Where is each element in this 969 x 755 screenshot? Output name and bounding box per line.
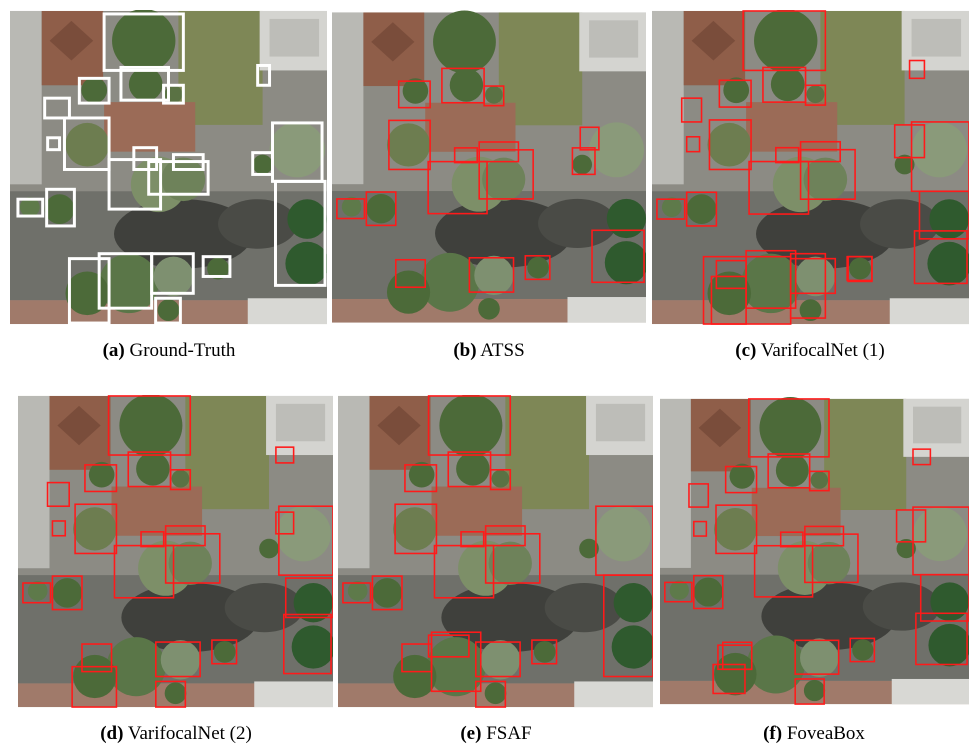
- image: [660, 395, 969, 708]
- caption-text: Ground-Truth: [129, 340, 235, 361]
- caption-text: FSAF: [486, 723, 531, 744]
- caption: (e) FSAF: [336, 723, 656, 745]
- image: [10, 10, 327, 325]
- panel-f: [660, 395, 969, 708]
- caption-text: VarifocalNet (1): [761, 340, 885, 361]
- caption-tag: (e): [460, 723, 481, 744]
- caption-tag: (d): [100, 723, 123, 744]
- panel-b: [332, 10, 646, 325]
- image: [338, 395, 653, 708]
- panel-d: [18, 395, 333, 708]
- caption-tag: (c): [735, 340, 756, 361]
- caption-text: FoveaBox: [787, 723, 865, 744]
- image: [652, 10, 969, 325]
- caption-text: VarifocalNet (2): [128, 723, 252, 744]
- caption: (d) VarifocalNet (2): [16, 723, 336, 745]
- caption: (a) Ground-Truth: [9, 340, 329, 362]
- caption: (b) ATSS: [329, 340, 649, 362]
- caption: (f) FoveaBox: [654, 723, 969, 745]
- image: [332, 10, 646, 325]
- image: [18, 395, 333, 708]
- figure-page: (a) Ground-Truth (b) ATSS (c) VarifocalN…: [0, 0, 969, 755]
- caption-tag: (a): [103, 340, 125, 361]
- panel-c: [652, 10, 969, 325]
- caption: (c) VarifocalNet (1): [650, 340, 969, 362]
- panel-a: [10, 10, 327, 325]
- caption-text: ATSS: [480, 340, 524, 361]
- caption-tag: (b): [453, 340, 476, 361]
- panel-e: [338, 395, 653, 708]
- caption-tag: (f): [763, 723, 782, 744]
